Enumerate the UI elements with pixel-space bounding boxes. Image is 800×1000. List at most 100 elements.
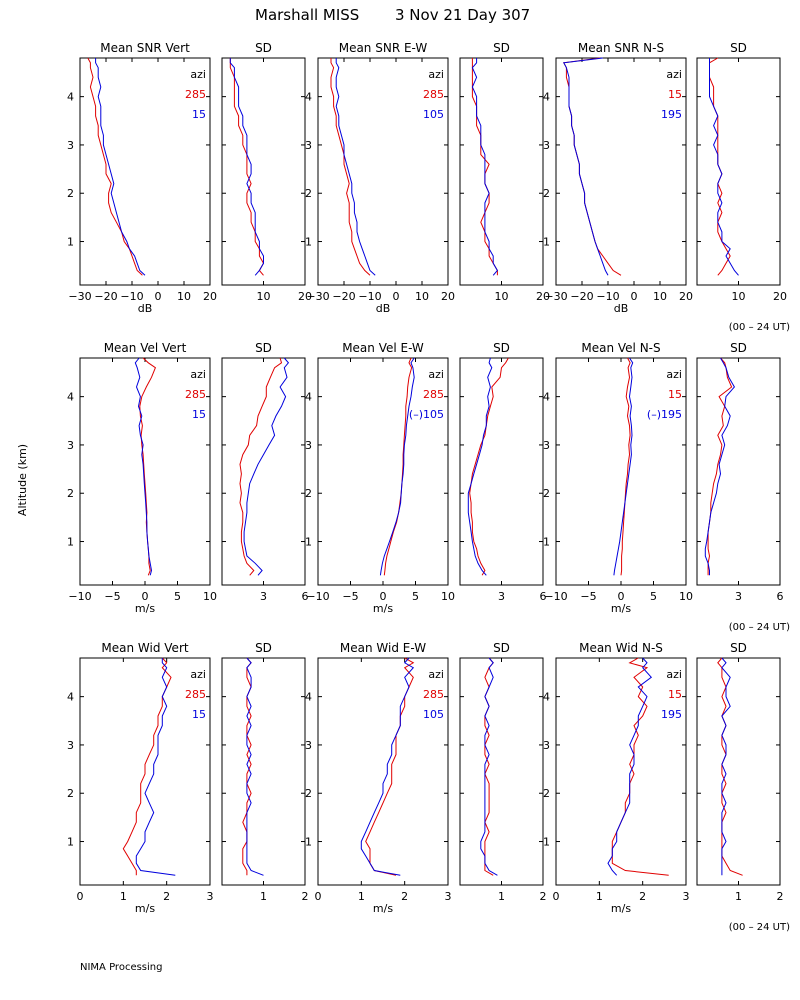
series-line-red	[611, 657, 669, 876]
x-tick-label: 20	[298, 290, 312, 303]
legend-title: azi	[190, 68, 206, 81]
x-tick-label: 0	[618, 590, 625, 603]
x-tick-label: 2	[777, 890, 784, 903]
legend-entry: 15	[192, 108, 206, 121]
y-tick-label: 2	[305, 787, 312, 800]
legend-title: azi	[190, 668, 206, 681]
panel-title: SD	[730, 341, 747, 355]
x-tick-label: 1	[596, 890, 603, 903]
x-tick-label: 20	[679, 290, 693, 303]
panel-title: Mean SNR N-S	[578, 41, 664, 55]
x-tick-label: 2	[401, 890, 408, 903]
y-tick-label: 2	[67, 187, 74, 200]
panel-vel-ns-sd: SD 3 6	[696, 341, 784, 603]
x-tick-label: 20	[441, 290, 455, 303]
x-axis-label: dB	[138, 302, 153, 315]
x-tick-label: 2	[540, 890, 547, 903]
x-axis-label: m/s	[373, 602, 393, 615]
plot-frame	[459, 357, 544, 586]
panel-title: SD	[255, 41, 272, 55]
x-tick-label: −10	[68, 590, 91, 603]
x-tick-label: −30	[306, 290, 329, 303]
x-tick-label: 5	[174, 590, 181, 603]
x-tick-label: −10	[596, 290, 619, 303]
legend-entry: 285	[185, 388, 206, 401]
y-tick-label: 4	[67, 691, 74, 704]
series-line-red	[87, 57, 143, 276]
series-line-red	[330, 58, 371, 276]
panel-title: Mean Vel E-W	[342, 341, 424, 355]
y-tick-label: 3	[67, 739, 74, 752]
x-axis-label: m/s	[611, 902, 631, 915]
panel-title: Mean Wid N-S	[579, 641, 663, 655]
panel-title: SD	[255, 341, 272, 355]
legend-title: azi	[428, 68, 444, 81]
legend-entry: (–)105	[409, 408, 444, 421]
series-line-red	[365, 657, 415, 876]
x-axis-label: m/s	[611, 602, 631, 615]
panel-vel-ew: Mean Vel E-W 1 2 3 4 −10 −5 0 5 10 m/s azi 285 (–)105	[305, 341, 455, 615]
plot-frame	[555, 57, 687, 286]
x-tick-label: 10	[415, 290, 429, 303]
y-tick-label: 3	[67, 139, 74, 152]
time-note-row-1: (00 – 24 UT)	[729, 322, 790, 333]
plot-frame	[79, 57, 211, 286]
panel-title: SD	[255, 641, 272, 655]
legend-title: azi	[428, 668, 444, 681]
legend-entry: 15	[192, 708, 206, 721]
panel-wid-ew-sd: SD 1 2	[459, 641, 547, 903]
x-tick-label: 6	[540, 590, 547, 603]
x-tick-label: 2	[639, 890, 646, 903]
x-axis-label: m/s	[135, 902, 155, 915]
series-line-blue	[95, 58, 146, 276]
series-line-blue	[360, 657, 415, 876]
series-line-blue	[480, 657, 498, 876]
series-line-blue	[134, 357, 153, 576]
panels-layer: Mean SNR Vert 1 2 3 4 −30 −20 −10 0 10 20 dB azi 285 1…	[67, 41, 787, 915]
y-tick-label: 1	[543, 536, 550, 549]
series-line-red	[709, 57, 731, 276]
x-tick-label: 10	[653, 290, 667, 303]
panel-title: Mean Wid Vert	[101, 641, 188, 655]
legend-title: azi	[666, 668, 682, 681]
x-tick-label: −5	[104, 590, 120, 603]
figure-title-date: 3 Nov 21 Day 307	[395, 6, 530, 24]
panel-title: Mean Wid E-W	[340, 641, 426, 655]
plot-frame	[696, 657, 781, 886]
y-tick-label: 2	[543, 787, 550, 800]
plot-frame	[317, 57, 449, 286]
y-tick-label: 2	[305, 187, 312, 200]
x-tick-label: 1	[260, 890, 267, 903]
series-line-blue	[709, 58, 739, 276]
series-line-blue	[467, 357, 493, 576]
footer-processing: NIMA Processing	[80, 962, 162, 973]
panel-snr-vert-sd: SD 10 20	[221, 41, 312, 303]
y-tick-label: 3	[543, 439, 550, 452]
y-tick-label: 4	[67, 391, 74, 404]
legend-entry: 285	[423, 688, 444, 701]
legend-entry: 15	[668, 88, 682, 101]
x-tick-label: 10	[257, 290, 271, 303]
x-tick-label: 2	[302, 890, 309, 903]
panel-wid-vert: Mean Wid Vert 1 2 3 4 0 1 2 3 m/s azi 285 15	[67, 641, 214, 915]
series-line-blue	[335, 58, 376, 276]
time-note-row-2: (00 – 24 UT)	[729, 622, 790, 633]
x-tick-label: −20	[332, 290, 355, 303]
x-tick-label: 6	[777, 590, 784, 603]
plot-frame	[459, 657, 544, 886]
panel-vel-vert: Mean Vel Vert 1 2 3 4 −10 −5 0 5 10 m/s azi 285 15	[67, 341, 217, 615]
legend-title: azi	[428, 368, 444, 381]
x-tick-label: 1	[735, 890, 742, 903]
y-tick-label: 4	[67, 91, 74, 104]
x-tick-label: 20	[536, 290, 550, 303]
panel-title: Mean SNR Vert	[100, 41, 190, 55]
x-tick-label: 20	[773, 290, 787, 303]
time-note-row-3: (00 – 24 UT)	[729, 922, 790, 933]
x-tick-label: 5	[650, 590, 657, 603]
y-tick-label: 3	[305, 439, 312, 452]
series-line-red	[469, 357, 509, 576]
series-line-red	[717, 657, 743, 876]
x-tick-label: −10	[544, 590, 567, 603]
panel-snr-ew: Mean SNR E-W 1 2 3 4 −30 −20 −10 0 10 20 dB azi 285 10…	[305, 41, 455, 315]
x-tick-label: 5	[412, 590, 419, 603]
